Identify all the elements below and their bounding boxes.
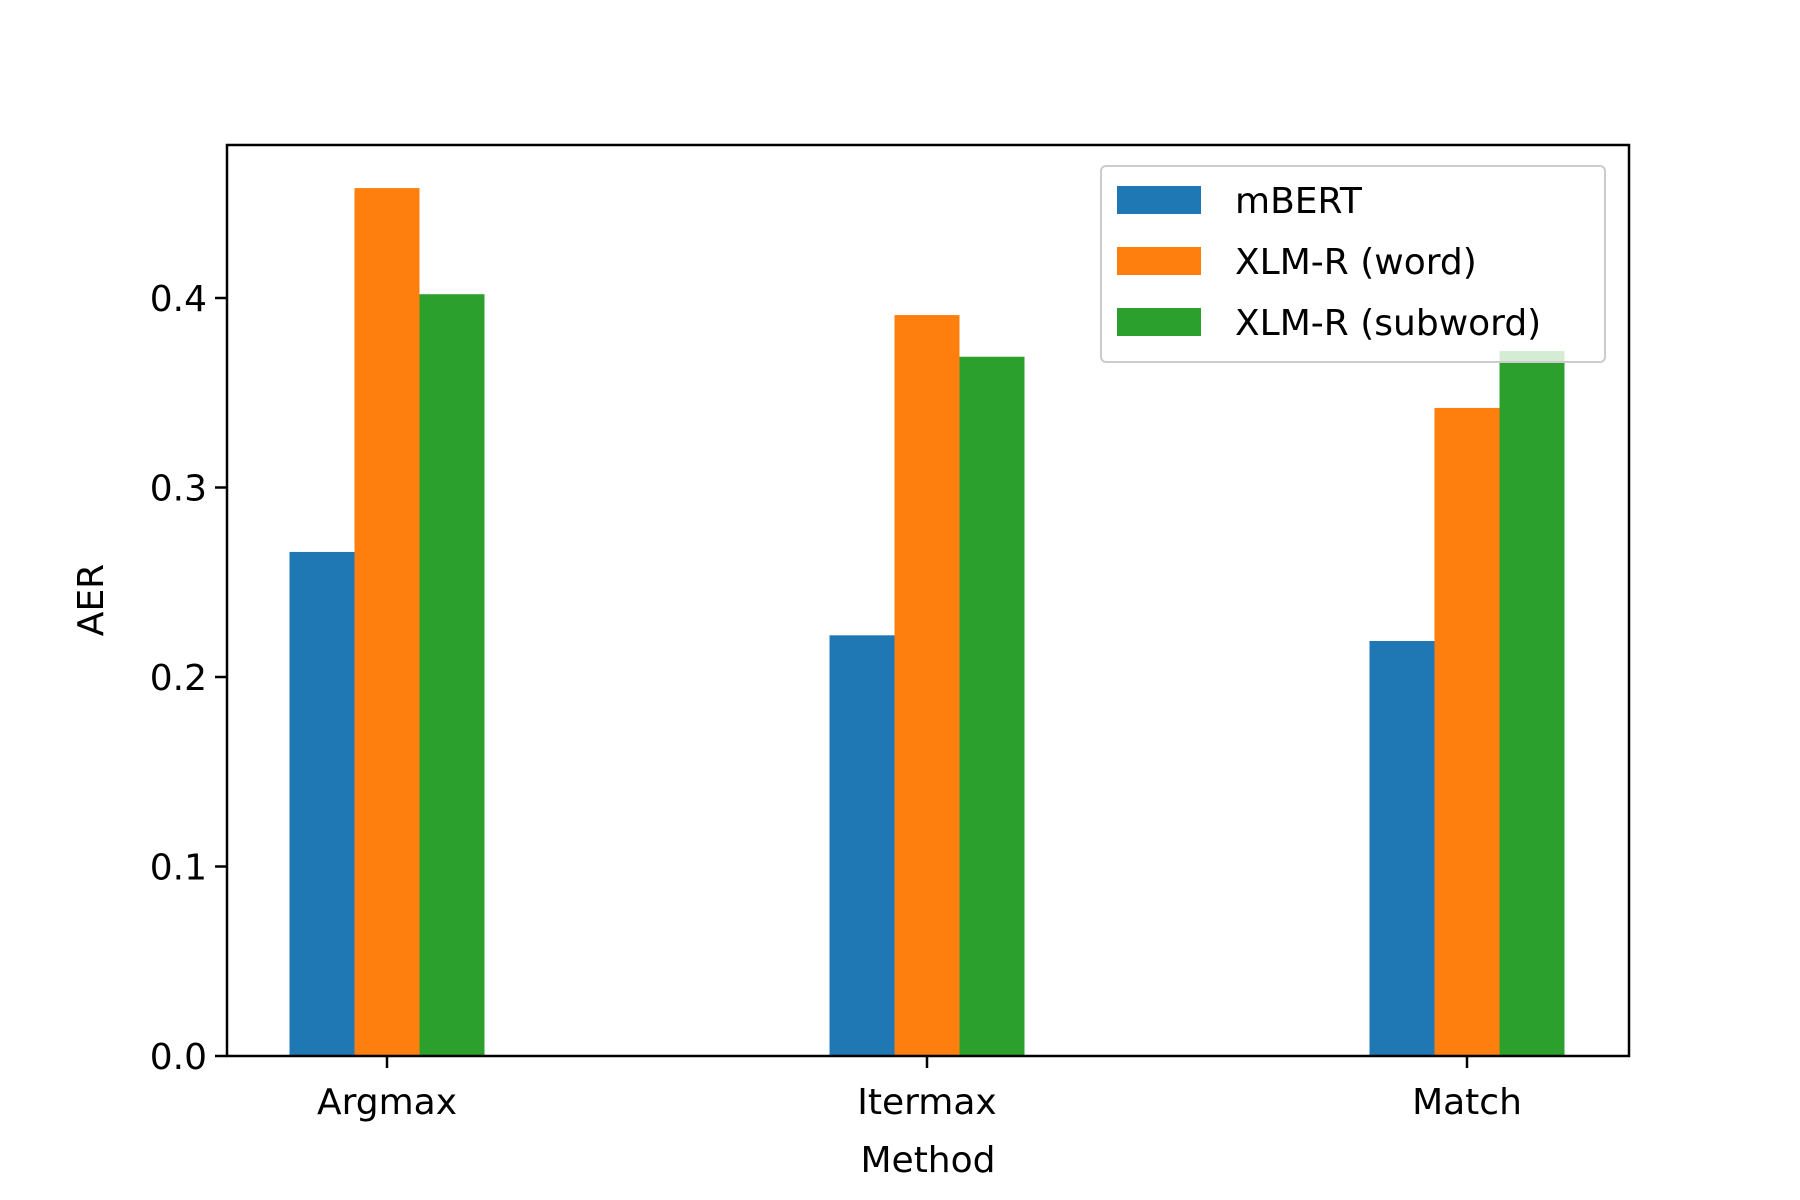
y-tick-label: 0.2 [150,658,207,699]
x-tick-label-argmax: Argmax [317,1082,457,1123]
bar-mbert-match [1369,640,1435,1056]
bar-xlm-r-subword-itermax [959,356,1025,1056]
y-axis-label: AER [71,564,112,636]
bar-xlm-r-word-itermax [894,315,960,1056]
x-tick-label-itermax: Itermax [857,1082,996,1123]
legend-box [1100,165,1606,363]
y-tick-label: 0.4 [150,279,207,320]
y-axis-ticks: 0.0 0.1 0.2 0.3 0.4 [150,279,227,1078]
bar-xlm-r-word-match [1434,407,1500,1056]
bar-mbert-argmax [289,551,355,1056]
legend-label-1: XLM-R (word) [1235,242,1477,283]
legend-label-2: XLM-R (subword) [1235,303,1541,344]
legend-swatch-1 [1117,247,1201,275]
bars-group [289,188,1565,1057]
bar-xlm-r-subword-argmax [419,294,485,1057]
bar-mbert-itermax [829,635,895,1056]
legend-swatch-2 [1117,308,1201,336]
bar-xlm-r-subword-match [1499,351,1565,1056]
y-tick-label: 0.0 [150,1037,207,1078]
x-axis-ticks: Argmax Itermax Match [317,1056,1522,1123]
x-tick-label-match: Match [1412,1082,1522,1123]
legend: mBERT XLM-R (word) XLM-R (subword) [1100,165,1606,363]
bar-xlm-r-word-argmax [354,188,420,1057]
legend-swatch-0 [1117,186,1201,214]
x-axis-label: Method [860,1140,995,1181]
y-tick-label: 0.1 [150,848,207,889]
legend-label-0: mBERT [1235,181,1363,222]
y-tick-label: 0.3 [150,469,207,510]
